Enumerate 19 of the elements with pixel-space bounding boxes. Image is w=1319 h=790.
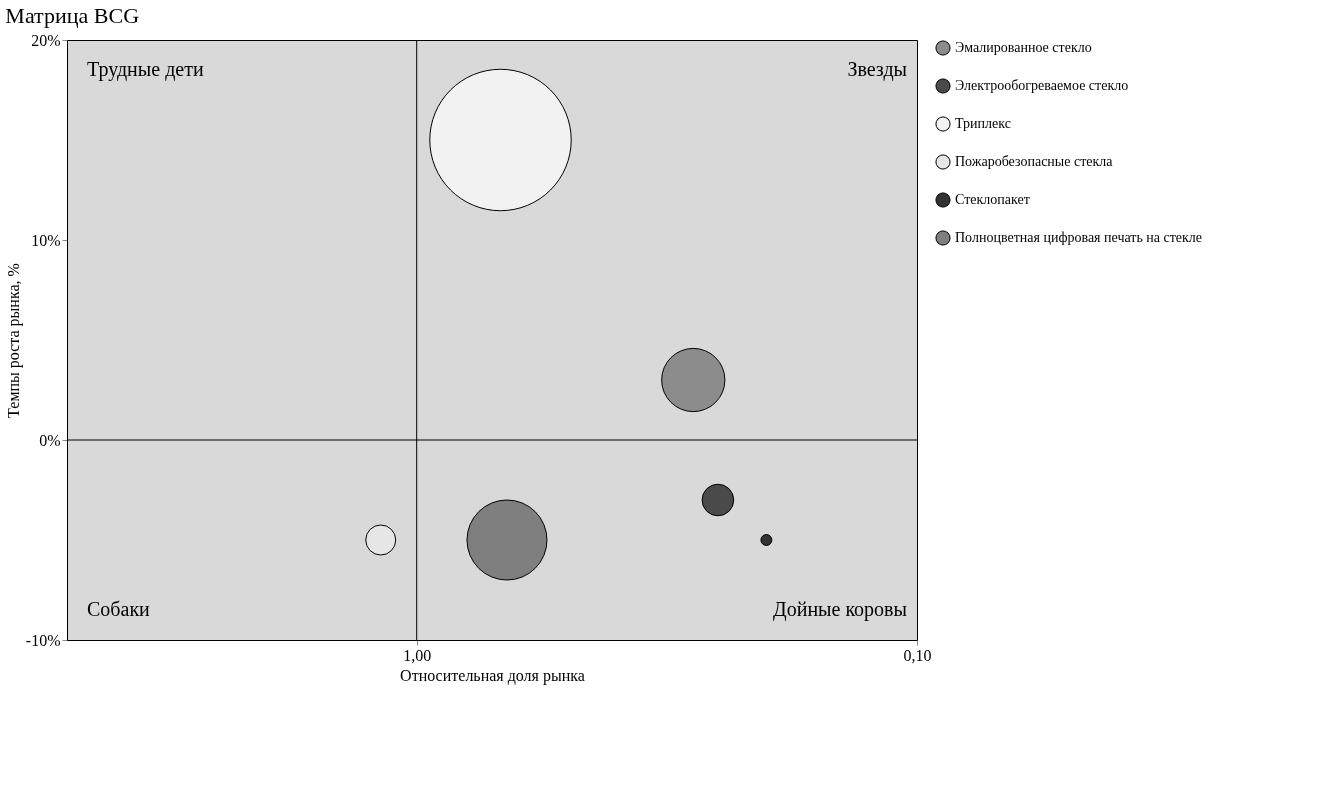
legend-label: Триплекс	[955, 116, 1011, 131]
annotation: Дойные коровы	[773, 598, 907, 621]
legend-label: Электрообогреваемое стекло	[955, 78, 1129, 93]
legend-label: Стеклопакет	[955, 192, 1030, 207]
x-tick-label: 0,10	[903, 646, 932, 664]
y-tick-label: -10%	[25, 631, 61, 649]
chart-title: Матрица BCG	[5, 3, 140, 28]
y-axis-title: Темпы роста рынка, %	[4, 263, 23, 418]
x-tick-label: 1,00	[403, 646, 432, 664]
x-axis-title: Относительная доля рынка	[400, 666, 585, 685]
annotation: Собаки	[87, 598, 151, 620]
y-tick-label: 20%	[31, 31, 61, 49]
legend-label: Эмалированное стекло	[955, 40, 1092, 55]
legend-label: Полноцветная цифровая печать на стекле	[955, 230, 1203, 245]
legend-label: Пожаробезопасные стекла	[955, 154, 1114, 169]
annotation: Трудные дети	[87, 58, 204, 81]
annotation: Звезды	[847, 58, 907, 81]
y-tick-label: 0%	[39, 431, 61, 449]
y-tick-label: 10%	[31, 231, 61, 249]
